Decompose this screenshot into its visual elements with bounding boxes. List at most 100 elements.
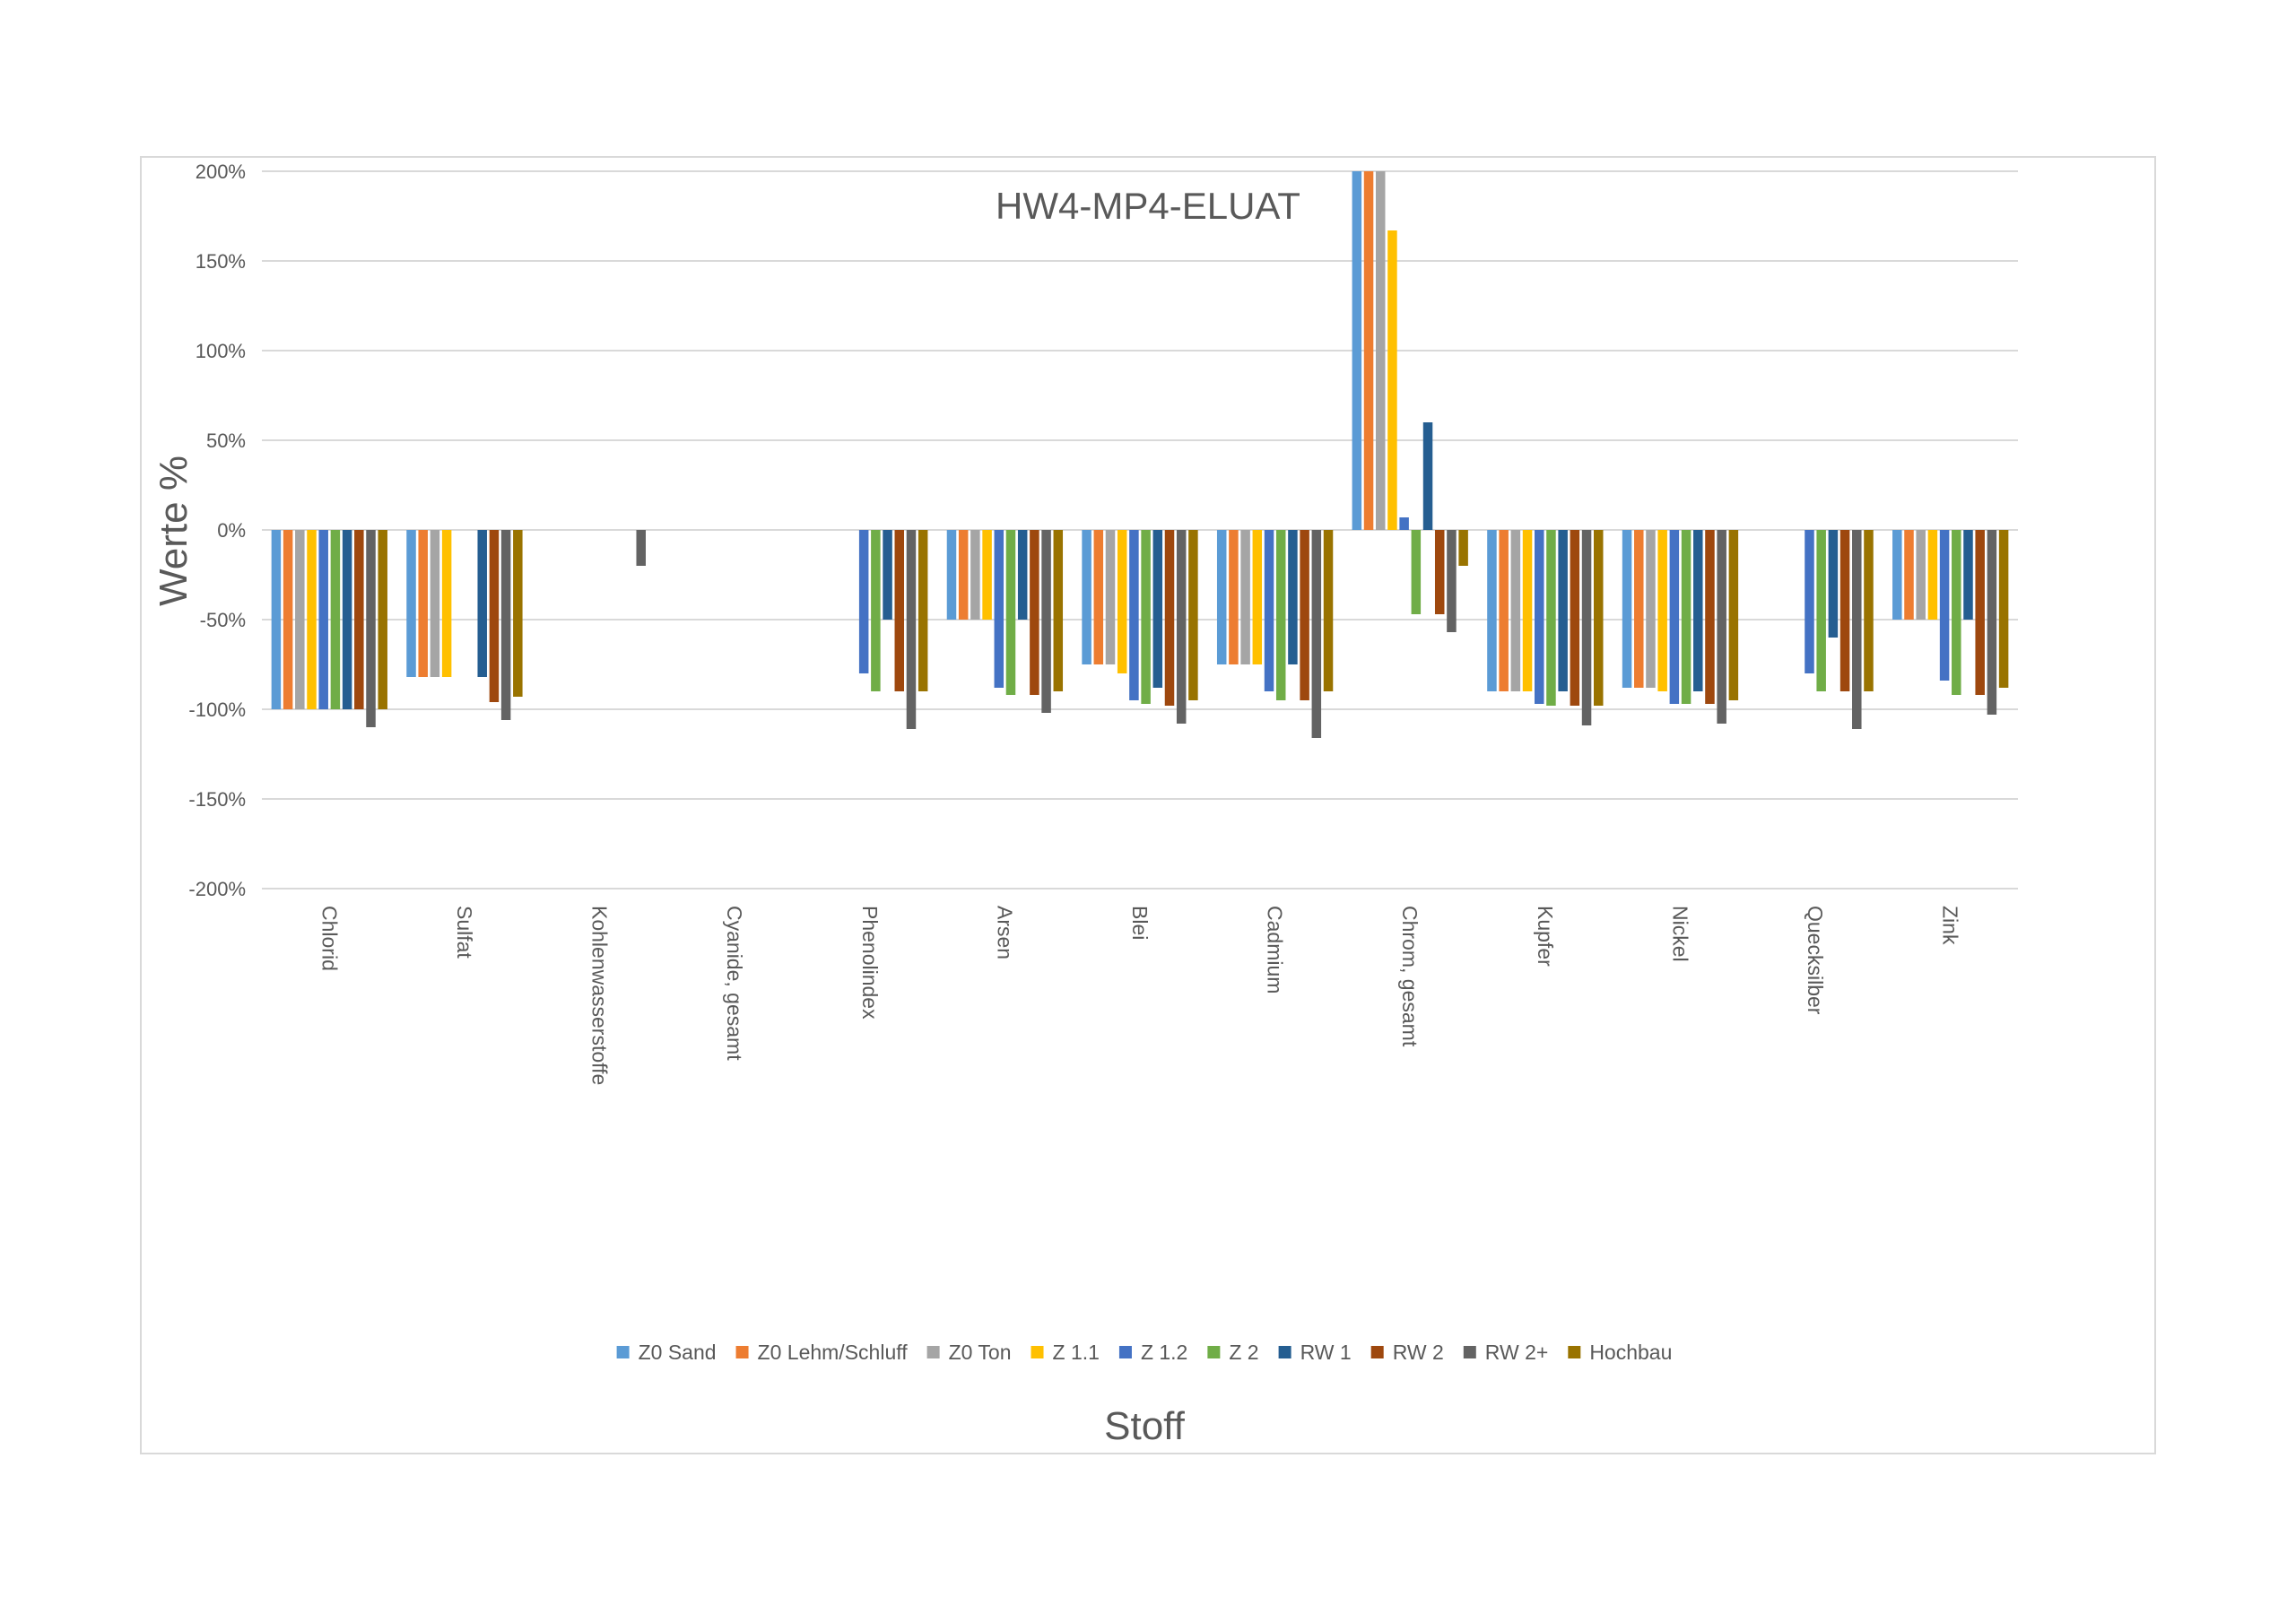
- bar: [906, 530, 917, 729]
- bar: [883, 530, 892, 620]
- bar: [1487, 530, 1497, 691]
- legend-item: RW 2+: [1463, 1341, 1549, 1364]
- bar: [1240, 530, 1250, 664]
- bar: [1434, 530, 1445, 614]
- bar: [1852, 530, 1862, 729]
- legend-swatch: [1278, 1346, 1292, 1358]
- bar: [1805, 530, 1814, 673]
- category-label: Kupfer: [1534, 906, 1557, 967]
- bar: [1892, 530, 1902, 620]
- bar: [378, 530, 387, 709]
- y-tick-label: -100%: [188, 699, 246, 721]
- bar: [1411, 530, 1422, 614]
- bar: [1510, 530, 1521, 691]
- bar: [1129, 530, 1139, 700]
- legend-swatch: [1463, 1346, 1476, 1358]
- bar: [1681, 530, 1692, 704]
- legend-item: RW 1: [1278, 1341, 1352, 1364]
- bar: [1117, 530, 1127, 673]
- bar: [418, 530, 428, 677]
- bar: [918, 530, 928, 691]
- bar: [441, 530, 452, 677]
- bar: [430, 530, 440, 677]
- bar: [271, 530, 282, 709]
- legend-swatch: [735, 1346, 749, 1358]
- bar: [871, 530, 881, 691]
- legend: Z0 Sand Z0 Lehm/Schluff Z0 Ton Z 1.1 Z 1.2 Z …: [616, 1341, 1672, 1364]
- bar: [1422, 422, 1433, 530]
- legend-swatch: [1118, 1346, 1132, 1358]
- bar: [1657, 530, 1667, 691]
- legend-swatch: [1207, 1346, 1221, 1358]
- legend-label: Z0 Lehm/Schluff: [758, 1341, 909, 1364]
- legend-label: RW 2+: [1485, 1341, 1549, 1364]
- y-tick-label: 150%: [196, 250, 246, 273]
- bar: [1916, 530, 1926, 620]
- bar: [982, 530, 992, 620]
- bar: [1622, 530, 1632, 688]
- x-axis-title: Stoff: [1104, 1404, 1185, 1448]
- bar: [477, 530, 487, 677]
- legend-item: Hochbau: [1568, 1341, 1672, 1364]
- legend-label: Z0 Ton: [949, 1341, 1012, 1364]
- bar: [1499, 530, 1509, 691]
- y-tick-label: 200%: [196, 161, 246, 183]
- bar: [1927, 530, 1938, 620]
- category-label: Blei: [1128, 906, 1152, 940]
- bar: [1053, 530, 1064, 691]
- bar: [307, 530, 317, 709]
- legend-item: Z0 Lehm/Schluff: [735, 1341, 909, 1364]
- bar: [1352, 171, 1362, 530]
- bar: [1275, 530, 1286, 700]
- bar: [1522, 530, 1533, 691]
- bar: [946, 530, 957, 620]
- legend-label: Hochbau: [1589, 1341, 1672, 1364]
- bar: [1669, 530, 1680, 704]
- bar: [636, 530, 646, 566]
- bar: [1252, 530, 1263, 664]
- legend-label: Z 1.1: [1053, 1341, 1100, 1364]
- legend-label: Z 1.2: [1141, 1341, 1187, 1364]
- bar: [1987, 530, 1997, 715]
- bar: [342, 530, 352, 709]
- y-tick-label: 50%: [206, 430, 246, 452]
- bar: [330, 530, 341, 709]
- category-label: Sulfat: [453, 906, 476, 959]
- bar: [318, 530, 328, 709]
- bar: [1005, 530, 1016, 695]
- bar: [1041, 530, 1051, 713]
- bar: [1646, 530, 1656, 688]
- x-axis-category-labels: Chlorid Sulfat Kohlenwasserstoffe Cyanide, …: [317, 906, 1961, 1085]
- bar: [1998, 530, 2009, 688]
- category-label: Arsen: [993, 906, 1016, 959]
- category-label: Quecksilber: [1804, 906, 1827, 1015]
- bar: [1581, 530, 1592, 725]
- bar: [1534, 530, 1544, 704]
- bar: [1141, 530, 1151, 704]
- bar: [1634, 530, 1644, 688]
- bar: [1828, 530, 1839, 638]
- bar: [894, 530, 905, 691]
- category-label: Nickel: [1668, 906, 1692, 962]
- bar: [1288, 530, 1298, 664]
- category-label: Cyanide, gesamt: [723, 906, 746, 1061]
- bar: [1728, 530, 1739, 700]
- legend-label: Z0 Sand: [639, 1341, 717, 1364]
- bar: [1152, 530, 1163, 688]
- bar: [1323, 530, 1334, 691]
- y-tick-label: 0%: [217, 519, 246, 542]
- category-label: Kohlenwasserstoffe: [588, 906, 612, 1085]
- bars: [271, 171, 2009, 738]
- legend-item: Z 1.2: [1118, 1341, 1187, 1364]
- legend-item: Z 2: [1207, 1341, 1259, 1364]
- bar: [1229, 530, 1239, 664]
- legend-swatch: [1031, 1346, 1044, 1358]
- bar: [1963, 530, 1973, 620]
- bar: [1939, 530, 1950, 681]
- bar: [283, 530, 293, 709]
- category-label: Zink: [1939, 906, 1962, 945]
- bar: [1264, 530, 1274, 691]
- legend-label: RW 2: [1393, 1341, 1444, 1364]
- bar: [1546, 530, 1556, 706]
